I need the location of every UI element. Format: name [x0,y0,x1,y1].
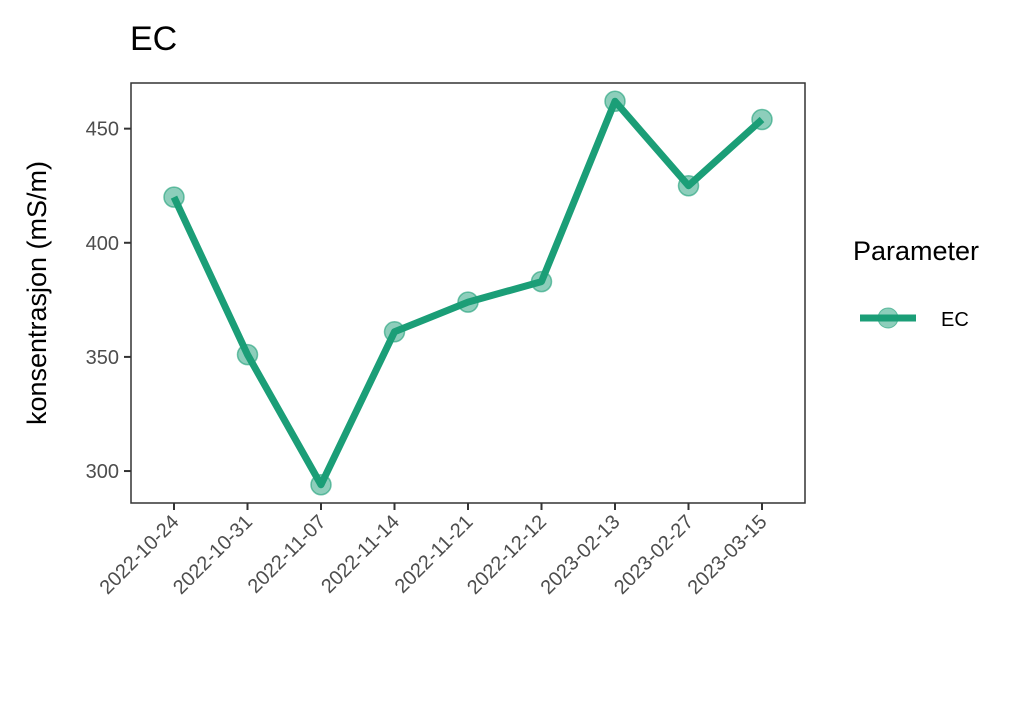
data-point [163,186,185,208]
y-tick-label: 300 [86,461,119,483]
y-axis-title: konsentrasjon (mS/m) [22,161,52,425]
legend: Parameter EC [853,236,979,331]
plot-area [130,82,806,504]
x-tick-label: 2022-11-07 [244,511,331,598]
data-point [751,108,773,131]
y-tick-label: 350 [86,347,119,369]
chart-title: EC [130,20,177,58]
data-point [383,321,406,343]
legend-title: Parameter [853,236,979,266]
data-point [236,343,259,366]
x-axis: 2022-10-242022-10-312022-11-072022-11-14… [96,503,772,599]
data-point [677,174,700,197]
data-point [457,291,479,313]
y-tick-label: 450 [86,119,119,141]
legend-label: EC [941,309,969,331]
data-point [310,473,332,496]
y-axis: 300 350 400 450 [86,119,131,483]
data-point [530,270,553,293]
x-tick-label: 2022-11-14 [317,511,404,598]
x-tick-label: 2023-03-15 [684,511,772,599]
x-tick-label: 2022-10-31 [169,511,257,599]
data-point [604,90,626,113]
legend-key-point [877,307,899,329]
y-tick-label: 400 [86,233,119,255]
